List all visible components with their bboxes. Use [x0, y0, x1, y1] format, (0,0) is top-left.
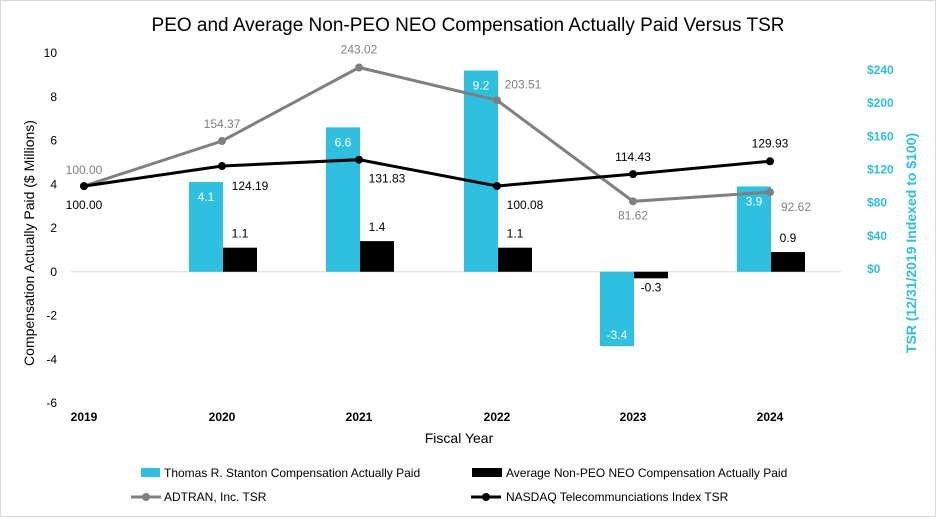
adtran-tsr-label: 100.00 — [66, 163, 103, 177]
nasdaq-tsr-point — [766, 157, 774, 166]
x-tick-label: 2024 — [757, 410, 784, 424]
neo-bar-label: 1.4 — [369, 220, 386, 234]
nasdaq-tsr-label: 129.93 — [752, 136, 789, 150]
stanton-bar-label: 9.2 — [473, 79, 490, 93]
adtran-tsr-label: 243.02 — [341, 42, 378, 56]
neo-bar — [634, 271, 668, 279]
adtran-tsr-point — [355, 63, 363, 72]
nasdaq-tsr-point — [493, 182, 501, 191]
y-tick-label: 10 — [44, 46, 58, 60]
data-labels: 4.1 6.6 9.2 -3.4 3.9 1.1 1.4 1.1 -0.3 0.9 100.00 15… — [66, 42, 812, 342]
neo-bar — [771, 252, 805, 272]
neo-bar-label: 1.1 — [232, 227, 249, 241]
x-tick-label: 2022 — [484, 410, 511, 424]
adtran-tsr-label: 92.62 — [781, 200, 811, 214]
adtran-tsr-point — [766, 188, 774, 197]
y-right-tick-label: $40 — [867, 229, 887, 243]
y-tick-label: -6 — [46, 396, 57, 410]
bars — [189, 70, 805, 347]
y-tick-label: 8 — [50, 90, 57, 104]
nasdaq-tsr-label: 124.19 — [232, 179, 269, 193]
stanton-bar-label: 6.6 — [335, 135, 352, 149]
y-tick-label: 4 — [50, 177, 57, 191]
nasdaq-tsr-point — [355, 155, 363, 164]
y-right-tick-label: $160 — [867, 129, 894, 143]
legend: Thomas R. Stanton Compensation Actually … — [131, 466, 787, 504]
y-right-tick-label: $80 — [867, 196, 887, 210]
nasdaq-tsr-label: 100.08 — [507, 198, 544, 212]
stanton-bar — [189, 182, 223, 272]
x-tick-label: 2023 — [620, 410, 647, 424]
x-tick-label: 2019 — [71, 410, 98, 424]
y-tick-label: 0 — [50, 265, 57, 279]
adtran-tsr-label: 203.51 — [505, 77, 542, 91]
y-tick-label: 6 — [50, 134, 57, 148]
nasdaq-tsr-label: 100.00 — [66, 198, 103, 212]
stanton-bar-label: 4.1 — [198, 190, 215, 204]
adtran-tsr-label: 154.37 — [204, 117, 241, 131]
y-right-tick-label: $200 — [867, 96, 894, 110]
nasdaq-tsr-label: 114.43 — [615, 150, 651, 164]
legend-label-adtran: ADTRAN, Inc. TSR — [164, 490, 267, 504]
nasdaq-tsr-point — [80, 182, 88, 191]
y-axis-right-ticks: $240 $200 $160 $120 $80 $40 $0 — [867, 63, 894, 276]
stanton-bar — [600, 271, 634, 347]
y-right-tick-label: $120 — [867, 163, 894, 177]
y-tick-label: -4 — [46, 352, 57, 366]
nasdaq-tsr-point — [629, 170, 637, 179]
adtran-tsr-label: 81.62 — [618, 208, 648, 222]
x-tick-label: 2020 — [209, 410, 236, 424]
nasdaq-tsr-label: 131.83 — [369, 172, 406, 186]
nasdaq-tsr-line — [83, 158, 771, 188]
legend-swatch-neo — [472, 468, 502, 477]
adtran-tsr-point — [218, 137, 226, 146]
legend-label-stanton: Thomas R. Stanton Compensation Actually … — [164, 466, 420, 480]
y-axis-ticks: 10 8 6 4 2 0 -2 -4 -6 — [44, 46, 58, 410]
y-tick-label: 2 — [50, 221, 57, 235]
x-axis-ticks: 2019 2020 2021 2022 2023 2024 — [71, 410, 784, 424]
neo-bar — [498, 247, 532, 272]
legend-label-nasdaq: NASDAQ Telecommunciations Index TSR — [506, 490, 729, 504]
x-tick-label: 2021 — [346, 410, 373, 424]
stanton-bar-label: -3.4 — [607, 328, 628, 342]
stanton-bar — [326, 127, 360, 272]
y-right-tick-label: $240 — [867, 63, 894, 77]
legend-marker-nasdaq — [482, 493, 490, 501]
y-right-tick-label: $0 — [867, 262, 881, 276]
chart-title: PEO and Average Non-PEO NEO Compensation… — [152, 15, 785, 36]
x-axis-title: Fiscal Year — [425, 430, 494, 446]
adtran-tsr-line — [83, 65, 771, 203]
adtran-tsr-point — [493, 96, 501, 105]
stanton-bar-label: 3.9 — [746, 194, 763, 208]
neo-bar-label: -0.3 — [641, 280, 662, 294]
stanton-bar — [464, 70, 498, 272]
legend-swatch-stanton — [141, 468, 160, 477]
y-tick-label: -2 — [46, 309, 57, 323]
legend-label-neo: Average Non-PEO NEO Compensation Actuall… — [506, 466, 787, 480]
neo-bar — [223, 247, 257, 272]
adtran-tsr-point — [629, 197, 637, 206]
y-axis-right-title: TSR (12/31/2019 Indexed to $100) — [903, 133, 919, 353]
neo-bar-label: 0.9 — [780, 231, 797, 245]
nasdaq-tsr-point — [218, 162, 226, 171]
neo-bar — [360, 241, 394, 272]
stanton-bar — [737, 186, 771, 272]
neo-bar-label: 1.1 — [507, 227, 524, 241]
legend-marker-adtran — [142, 493, 150, 501]
y-axis-title: Compensation Actually Paid ($ Millions) — [21, 120, 37, 366]
lines — [80, 63, 774, 206]
